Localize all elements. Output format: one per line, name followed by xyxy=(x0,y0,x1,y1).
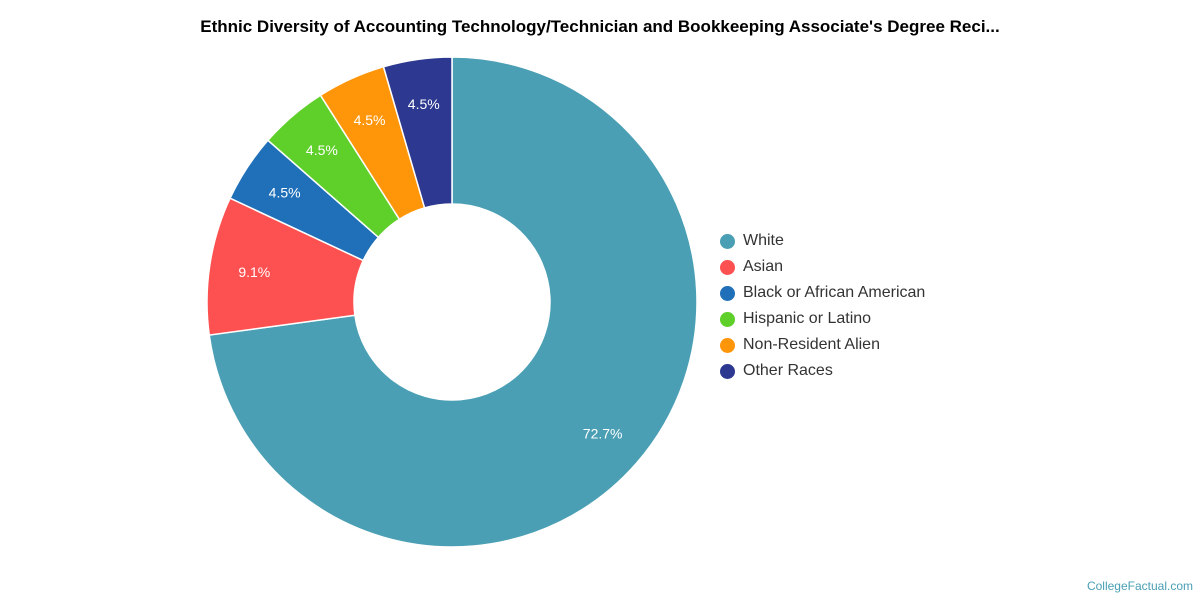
legend-label: Black or African American xyxy=(743,284,926,301)
legend-item[interactable]: Black or African American xyxy=(720,280,925,306)
legend-label: White xyxy=(743,232,784,249)
slice-other-races[interactable] xyxy=(382,56,453,209)
legend-swatch-icon xyxy=(720,259,735,275)
slice-label: 9.1% xyxy=(238,264,270,280)
legend-item[interactable]: Other Races xyxy=(720,358,925,384)
slice-label: 4.5% xyxy=(408,96,440,112)
legend-item[interactable]: Asian xyxy=(720,254,925,280)
legend-label: Hispanic or Latino xyxy=(743,310,872,327)
slice-label: 72.7% xyxy=(583,426,623,442)
slice-labels: 72.7% 9.1% 4.5% 4.5% 4.5% 4.5% xyxy=(238,96,622,442)
legend-label: Non-Resident Alien xyxy=(743,336,880,353)
legend-label: Asian xyxy=(743,258,784,275)
legend-item[interactable]: White xyxy=(720,228,925,254)
slice-label: 4.5% xyxy=(269,185,301,201)
legend-swatch-icon xyxy=(720,233,735,249)
legend: White Asian Black or African American Hispa… xyxy=(720,228,925,384)
legend-swatch-icon xyxy=(720,285,735,301)
legend-swatch-icon xyxy=(720,337,735,353)
legend-item[interactable]: Hispanic or Latino xyxy=(720,306,925,332)
slice-label: 4.5% xyxy=(354,112,386,128)
donut-slices xyxy=(206,56,698,548)
legend-label: Other Races xyxy=(743,362,833,379)
legend-item[interactable]: Non-Resident Alien xyxy=(720,332,925,358)
chart-title: Ethnic Diversity of Accounting Technolog… xyxy=(200,17,1000,36)
legend-swatch-icon xyxy=(720,311,735,327)
credit-link[interactable]: CollegeFactual.com xyxy=(1086,579,1193,593)
slice-label: 4.5% xyxy=(306,142,338,158)
slice-white[interactable] xyxy=(208,56,698,548)
legend-swatch-icon xyxy=(720,363,735,379)
